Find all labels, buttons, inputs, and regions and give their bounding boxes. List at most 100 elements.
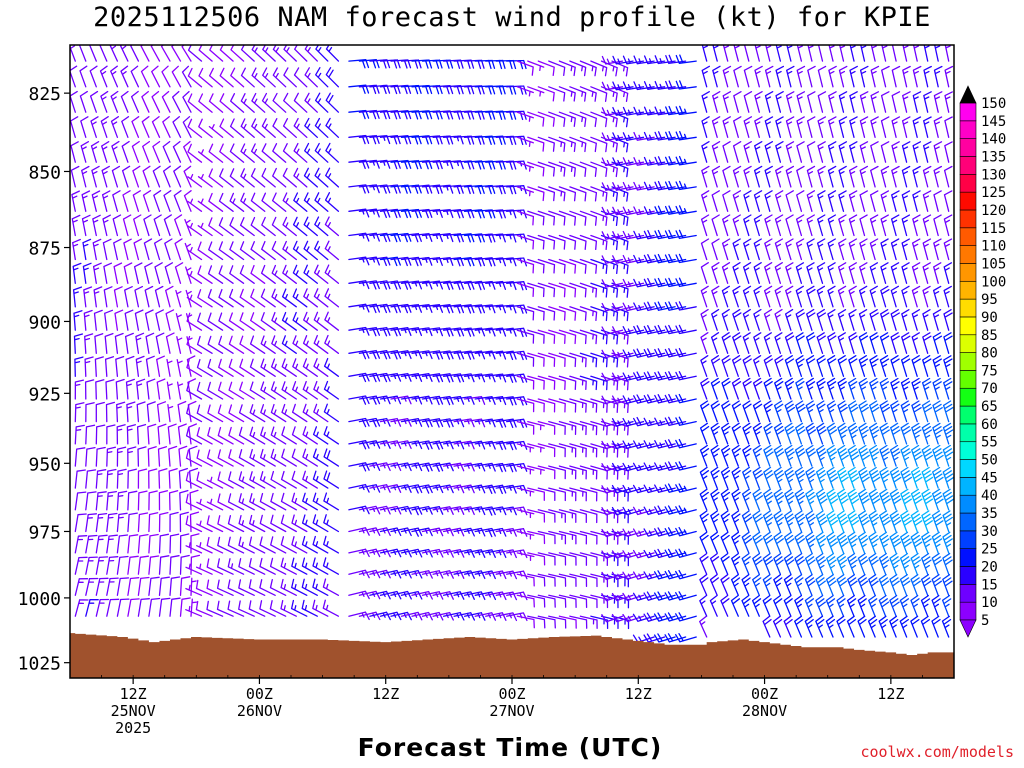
wind-barb: [931, 552, 943, 575]
wind-barb: [920, 594, 931, 617]
wind-barb: [148, 490, 158, 511]
wind-barb: [302, 380, 318, 400]
wind-barb: [516, 530, 535, 540]
wind-barb: [611, 592, 634, 602]
wind-barb: [312, 535, 329, 554]
wind-barb: [731, 444, 741, 467]
wind-barb: [270, 492, 287, 511]
wind-barb: [601, 349, 624, 359]
wind-barb: [313, 358, 329, 377]
wind-barb: [838, 214, 847, 237]
wind-barb: [70, 90, 78, 113]
wind-barb: [100, 116, 109, 138]
wind-barb: [765, 45, 772, 62]
wind-barb: [302, 403, 318, 423]
wind-barb: [921, 488, 934, 511]
colorbar-label: 35: [981, 506, 998, 522]
wind-barb: [579, 282, 598, 298]
colorbar-label: 150: [981, 96, 1006, 112]
wind-barb: [175, 313, 182, 331]
wind-barb: [654, 277, 676, 288]
wind-barb: [775, 91, 784, 113]
wind-barb: [643, 462, 666, 472]
wind-barb: [176, 336, 183, 354]
wind-barb: [74, 535, 88, 554]
wind-barb: [280, 578, 297, 596]
wind-barb: [228, 471, 245, 489]
wind-barb: [901, 214, 911, 237]
wind-barb: [675, 461, 697, 471]
wind-barb: [323, 403, 340, 423]
wind-barb: [579, 465, 598, 480]
wind-barb: [720, 574, 730, 596]
wind-barb: [238, 579, 255, 596]
wind-barb: [612, 55, 634, 65]
wind-barb: [569, 615, 588, 629]
wind-barb: [527, 234, 545, 250]
wind-barb: [796, 190, 805, 212]
wind-barb: [901, 238, 910, 261]
wind-barb: [272, 118, 287, 138]
wind-barb: [93, 286, 103, 308]
wind-barb: [558, 509, 577, 523]
wind-barb: [721, 262, 731, 284]
wind-barb: [912, 91, 922, 113]
wind-barb: [260, 335, 276, 354]
wind-barb: [102, 238, 112, 261]
wind-barb: [122, 214, 132, 237]
wind-barb: [612, 132, 634, 142]
colorbar-box: [959, 352, 977, 371]
wind-barb: [701, 190, 710, 212]
wind-barb: [314, 192, 329, 212]
credit-link[interactable]: coolwx.com/models: [860, 743, 1014, 761]
wind-barb: [786, 65, 795, 88]
wind-barb: [272, 167, 287, 188]
wind-barb: [783, 574, 793, 596]
wind-barb: [186, 404, 203, 423]
wind-barb: [548, 60, 566, 77]
wind-barb: [283, 67, 297, 88]
wind-barb: [176, 358, 183, 377]
wind-barb: [643, 571, 666, 580]
wind-barb: [922, 262, 931, 284]
wind-barb: [162, 116, 171, 138]
wind-barb: [516, 186, 535, 197]
colorbar-label: 110: [981, 239, 1006, 255]
wind-barb: [516, 258, 535, 274]
wind-barb: [590, 594, 609, 609]
wind-barb: [643, 371, 666, 381]
wind-barb: [826, 488, 839, 511]
wind-barb: [900, 488, 912, 511]
wind-barb: [239, 312, 255, 331]
wind-barb: [901, 332, 911, 354]
wind-barb: [207, 427, 224, 445]
wind-barb: [836, 552, 848, 575]
wind-barb: [116, 401, 126, 423]
wind-barb: [827, 141, 837, 163]
wind-barb: [106, 534, 118, 554]
wind-barb: [249, 426, 266, 445]
wind-barb: [611, 506, 634, 516]
wind-barb: [527, 186, 545, 202]
wind-barb: [742, 262, 752, 284]
wind-barb: [293, 92, 308, 113]
wind-barb: [590, 258, 608, 274]
wind-barb: [664, 371, 687, 381]
wind-barb: [742, 422, 752, 445]
wind-barb: [720, 594, 730, 617]
wind-barb: [206, 579, 224, 596]
wind-barb: [189, 489, 199, 511]
wind-barb: [742, 377, 752, 400]
wind-barb: [701, 45, 708, 62]
wind-barb: [569, 443, 587, 458]
colorbar-label: 75: [981, 363, 998, 379]
wind-barb: [700, 238, 710, 261]
wind-barb: [901, 116, 911, 138]
wind-barb: [179, 597, 191, 617]
wind-barb: [783, 531, 795, 554]
wind-barb: [558, 615, 577, 629]
wind-barb: [699, 466, 710, 489]
wind-barb: [633, 371, 655, 381]
wind-barb: [601, 279, 624, 288]
wind-barb: [763, 377, 773, 400]
